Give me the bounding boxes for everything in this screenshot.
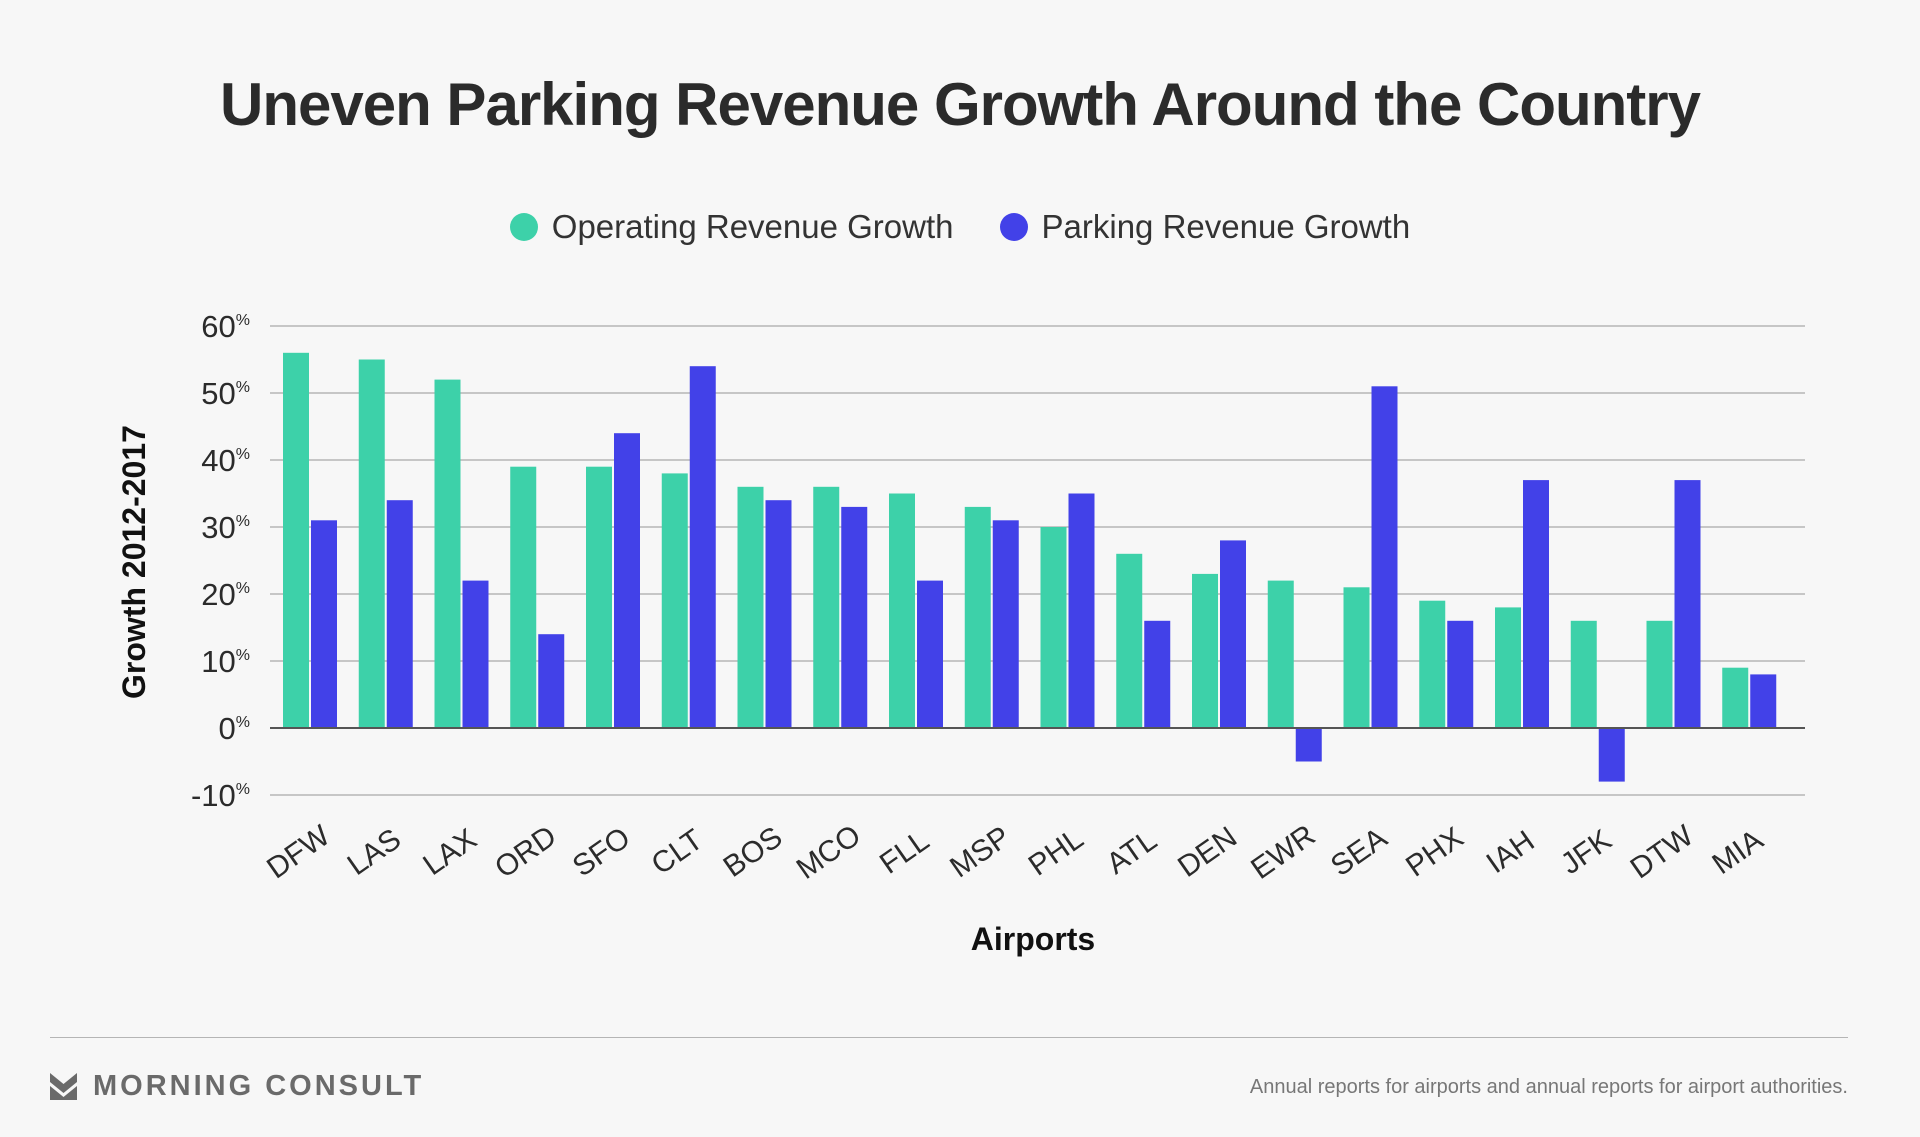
bar-parking-atl: [1144, 620, 1171, 728]
bar-parking-las: [386, 500, 413, 728]
bar-parking-sea: [1371, 386, 1398, 728]
bar-parking-lax: [462, 580, 489, 728]
y-tick-label: 20%: [201, 577, 250, 612]
bar-parking-clt: [689, 366, 716, 728]
x-axis-label: Airports: [971, 921, 1095, 957]
y-tick-label: 10%: [201, 644, 250, 679]
x-tick-label: PHL: [1023, 822, 1090, 883]
bar-parking-mia: [1750, 674, 1777, 728]
bar-parking-fll: [917, 580, 943, 728]
y-tick-label: 60%: [201, 309, 250, 344]
bar-operating-ewr: [1267, 580, 1294, 728]
x-tick-label: SEA: [1325, 821, 1393, 882]
bar-operating-msp: [964, 506, 991, 728]
bar-operating-las: [358, 359, 385, 728]
y-tick-label: -10%: [191, 778, 250, 813]
morning-consult-logo-icon: [50, 1073, 77, 1100]
x-tick-label: BOS: [718, 821, 789, 884]
bar-operating-phx: [1419, 600, 1446, 728]
bar-parking-phx: [1447, 620, 1474, 728]
bar-operating-ord: [510, 466, 537, 728]
bar-operating-dtw: [1646, 620, 1673, 728]
x-tick-label: PHX: [1400, 821, 1469, 883]
x-tick-label: JFK: [1555, 823, 1618, 881]
x-tick-label: FLL: [874, 824, 935, 881]
y-tick-labels: 60% 50% 40% 30% 20% 10% 0% -10%: [191, 309, 250, 813]
x-tick-label: DTW: [1625, 819, 1700, 886]
y-axis-label: Growth 2012-2017: [116, 425, 152, 699]
x-tick-label: DFW: [261, 819, 336, 886]
x-tick-labels: DFW LAS LAX ORD SFO CLT BOS MCO FLL MSP PHL ATL DEN E…: [261, 819, 1769, 886]
bar-parking-jfk: [1598, 728, 1625, 782]
source-note: Annual reports for airports and annual r…: [1249, 1076, 1848, 1098]
bar-parking-msp: [992, 520, 1019, 728]
x-tick-label: MIA: [1706, 823, 1769, 881]
y-tick-label: 40%: [201, 443, 250, 478]
bar-operating-sea: [1343, 587, 1370, 728]
bar-parking-iah: [1523, 480, 1549, 728]
brand-name: MORNING CONSULT: [93, 1070, 425, 1102]
bar-parking-phl: [1068, 493, 1095, 728]
bar-operating-fll: [889, 493, 915, 728]
x-tick-label: ORD: [489, 820, 563, 885]
bar-operating-clt: [661, 473, 688, 728]
x-tick-label: MCO: [791, 819, 867, 886]
bar-operating-den: [1192, 573, 1218, 728]
bar-operating-jfk: [1570, 620, 1597, 728]
bar-parking-dfw: [311, 520, 337, 728]
x-tick-label: ATL: [1101, 824, 1163, 881]
bar-parking-sfo: [614, 433, 640, 728]
bar-operating-atl: [1116, 553, 1143, 728]
y-tick-label: 50%: [201, 376, 250, 411]
chart-legend: Operating Revenue Growth Parking Revenue…: [0, 208, 1920, 246]
bar-parking-ewr: [1295, 728, 1322, 762]
x-tick-label: IAH: [1481, 824, 1541, 880]
legend-swatch-parking: [999, 213, 1028, 241]
bar-operating-dfw: [283, 352, 309, 728]
x-tick-label: LAS: [342, 822, 407, 882]
x-tick-label: EWR: [1245, 819, 1321, 886]
x-tick-label: LAX: [417, 822, 482, 882]
y-tick-label: 30%: [201, 510, 250, 545]
legend-label-parking: Parking Revenue Growth: [1041, 208, 1411, 245]
legend-item-parking: Parking Revenue Growth: [999, 208, 1411, 246]
bar-operating-lax: [434, 379, 461, 728]
bar-operating-mia: [1722, 667, 1749, 728]
chart-title: Uneven Parking Revenue Growth Around the…: [220, 71, 1701, 138]
bar-operating-iah: [1495, 607, 1521, 728]
bar-operating-sfo: [586, 466, 612, 728]
bar-operating-phl: [1040, 527, 1067, 728]
bar-parking-mco: [841, 506, 868, 728]
legend-swatch-operating: [509, 213, 538, 241]
bar-parking-den: [1220, 540, 1246, 728]
bars: [283, 352, 1777, 782]
bar-parking-dtw: [1674, 480, 1701, 728]
bar-parking-bos: [765, 500, 792, 728]
x-tick-label: SFO: [567, 821, 636, 883]
legend-label-operating: Operating Revenue Growth: [551, 208, 954, 245]
bar-operating-bos: [737, 486, 764, 728]
x-tick-label: MSP: [944, 820, 1016, 884]
y-tick-label: 0%: [219, 711, 250, 746]
bar-parking-ord: [538, 634, 565, 728]
brand: MORNING CONSULT: [50, 1070, 424, 1103]
legend-item-operating: Operating Revenue Growth: [509, 208, 954, 246]
footer-divider: [50, 1037, 1848, 1038]
x-tick-label: DEN: [1172, 821, 1243, 884]
x-tick-label: CLT: [646, 823, 710, 881]
bar-operating-mco: [813, 486, 840, 728]
